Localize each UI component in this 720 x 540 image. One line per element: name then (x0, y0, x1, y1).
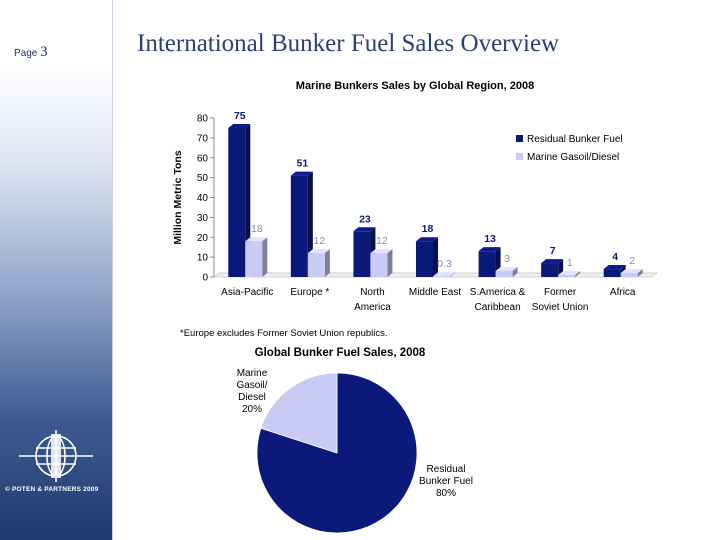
bar-top (416, 237, 438, 242)
bar-top (245, 237, 268, 242)
chart-footnote: *Europe excludes Former Soviet Union rep… (180, 328, 388, 339)
y-tick-label: 80 (197, 114, 209, 125)
data-label: 3 (504, 253, 510, 265)
data-label: 18 (422, 223, 434, 235)
copyright-text: © POTEN & PARTNERS 2009 (5, 486, 99, 493)
x-tick-label: North (360, 287, 384, 298)
legend-swatch (516, 135, 523, 142)
data-label: 4 (612, 251, 618, 263)
bar-marine (307, 253, 325, 277)
x-tick-label: Former (544, 287, 577, 298)
bar-marine (370, 253, 388, 277)
bar-top (478, 247, 501, 252)
x-tick-label: Caribbean (474, 302, 520, 313)
x-tick-label: S.America & (470, 287, 526, 298)
page-number-value: 3 (40, 44, 48, 60)
y-tick-label: 20 (197, 233, 209, 244)
bar-marine (245, 241, 263, 277)
bar-top (290, 171, 313, 176)
x-tick-label: Africa (610, 287, 636, 298)
data-label: 2 (629, 255, 635, 267)
bar-marine (558, 275, 576, 277)
pie-chart-title: Global Bunker Fuel Sales, 2008 (254, 347, 426, 359)
bar-top (620, 269, 643, 274)
legend-label: Residual Bunker Fuel (527, 134, 623, 145)
bar-side (575, 271, 581, 277)
bar-residual (603, 269, 621, 277)
bar-marine (495, 271, 513, 277)
x-tick-label: Europe * (290, 287, 329, 298)
bar-top (228, 123, 251, 128)
bar-top (541, 259, 564, 264)
x-tick-label: America (354, 302, 391, 313)
y-tick-label: 30 (197, 213, 209, 224)
data-label: 75 (234, 110, 246, 122)
data-label: 13 (484, 233, 496, 245)
bar-residual (541, 263, 559, 277)
data-label: 12 (314, 235, 326, 247)
x-tick-label: Soviet Union (532, 302, 589, 313)
y-tick-label: 0 (202, 273, 208, 284)
data-label: 1 (567, 257, 573, 269)
bar-marine (620, 273, 638, 277)
x-tick-label: Asia-Pacific (221, 287, 273, 298)
page-label: Page (14, 48, 38, 59)
page-number: Page 3 (14, 44, 48, 61)
bar-side (450, 272, 455, 277)
data-label: 51 (297, 158, 309, 170)
bar-side (433, 237, 438, 277)
data-label: 7 (550, 245, 556, 257)
bar-top (603, 265, 626, 270)
bar-residual (416, 241, 433, 277)
data-label: 12 (376, 235, 388, 247)
bar-side (262, 237, 268, 277)
bar-side (387, 249, 393, 277)
data-label: 18 (251, 223, 263, 235)
legend-label: Marine Gasoil/Diesel (527, 152, 619, 163)
bar-top (370, 249, 393, 254)
y-axis-label: Million Metric Tons (172, 150, 184, 244)
sidebar-divider (112, 0, 113, 540)
legend-swatch (516, 153, 523, 160)
bar-top (433, 272, 455, 277)
bar-marine (433, 276, 450, 277)
y-tick-label: 60 (197, 153, 209, 164)
bar-top (495, 267, 518, 272)
y-tick-label: 10 (197, 253, 209, 264)
x-tick-label: Middle East (409, 287, 461, 298)
slide-title: International Bunker Fuel Sales Overview (137, 30, 560, 57)
bar-residual (478, 251, 496, 277)
bar-top (307, 249, 330, 254)
bar-side (512, 267, 518, 277)
bar-chart-title: Marine Bunkers Sales by Global Region, 2… (295, 80, 535, 92)
bar-side (324, 249, 330, 277)
bar-top (353, 227, 376, 232)
y-tick-label: 40 (197, 193, 209, 204)
data-label: 0.3 (437, 258, 452, 270)
bar-side (637, 269, 643, 277)
poten-partners-globe-logo-icon (19, 430, 93, 482)
bar-top (558, 271, 581, 276)
y-tick-label: 70 (197, 133, 209, 144)
data-label: 23 (359, 213, 371, 225)
bar-residual (228, 127, 246, 277)
y-tick-label: 50 (197, 173, 209, 184)
bar-residual (290, 175, 308, 277)
bar-residual (353, 231, 371, 277)
